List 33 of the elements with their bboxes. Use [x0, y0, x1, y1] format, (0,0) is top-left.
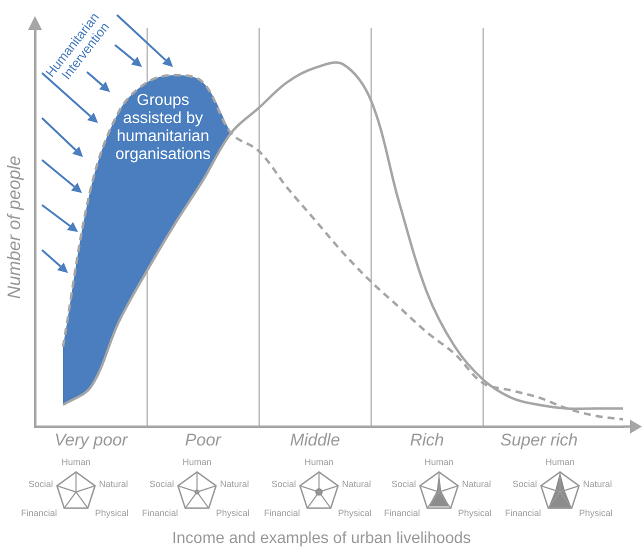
text: Physical — [579, 508, 613, 518]
text: Social — [271, 479, 296, 489]
text: Natural — [99, 479, 128, 489]
text: Financial — [20, 508, 57, 518]
text: Financial — [504, 508, 541, 518]
text: Human — [424, 457, 454, 467]
text: Natural — [583, 479, 612, 489]
y-axis-title: Number of people — [4, 156, 24, 299]
text: Social — [391, 479, 416, 489]
text: Social — [149, 479, 174, 489]
text: Financial — [142, 508, 178, 518]
x-tick-label: Rich — [410, 430, 444, 450]
x-tick-label: Very poor — [54, 430, 129, 450]
text: Physical — [95, 508, 129, 518]
annotation: Groups assisted by humanitarian organisations — [115, 92, 211, 163]
text: Human — [545, 457, 575, 467]
text: Financial — [264, 508, 300, 518]
text: Natural — [220, 479, 250, 489]
x-tick-label: Middle — [290, 430, 340, 450]
text: Physical — [458, 508, 492, 518]
text: Human — [182, 457, 212, 467]
text: Physical — [338, 508, 372, 518]
x-tick-label: Super rich — [500, 430, 578, 450]
text: Income and examples of urban livelihoods — [171, 530, 472, 548]
text: Natural — [462, 479, 492, 489]
text: Physical — [216, 508, 250, 518]
text: Social — [512, 479, 537, 489]
text: Social — [28, 479, 53, 489]
text: Natural — [342, 479, 372, 489]
text: Financial — [384, 508, 420, 518]
text: Human — [304, 457, 334, 467]
x-tick-label: Poor — [185, 430, 222, 450]
text: Human — [61, 457, 91, 467]
